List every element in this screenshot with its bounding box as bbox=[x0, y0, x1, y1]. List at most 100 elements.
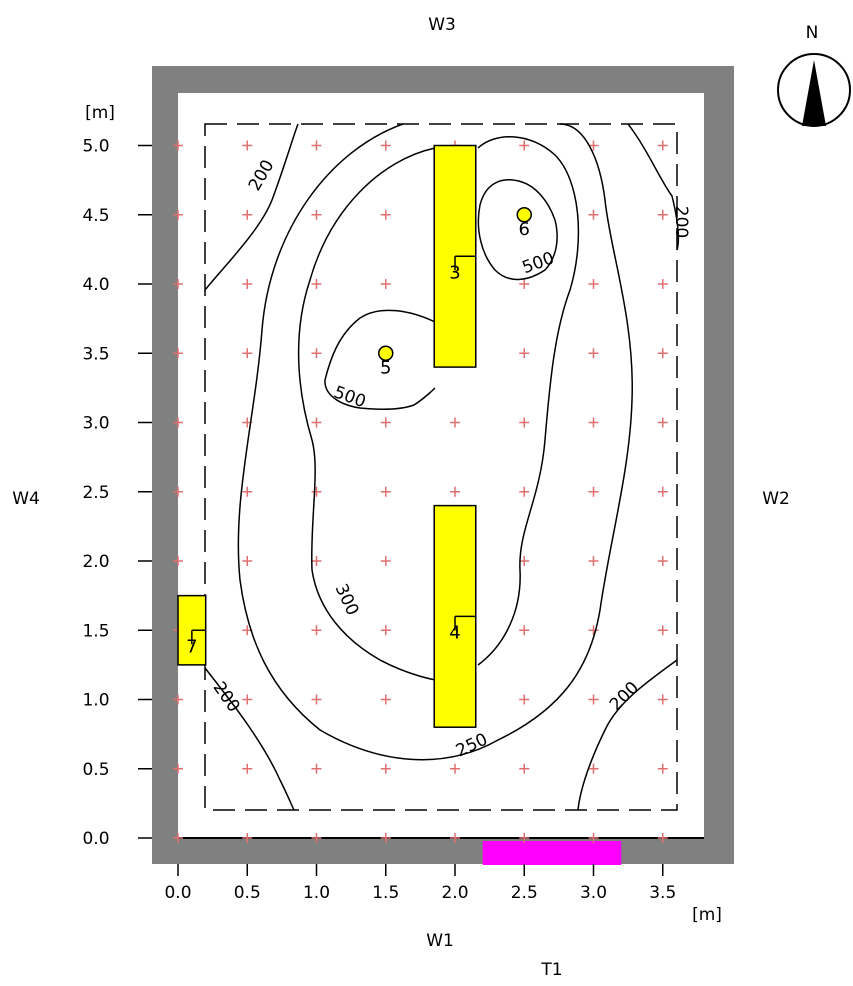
grid-marker bbox=[588, 763, 599, 774]
y-tick-label: 4.5 bbox=[82, 206, 109, 226]
grid-marker bbox=[519, 279, 530, 289]
grid-marker bbox=[380, 417, 391, 428]
grid-marker bbox=[519, 348, 530, 359]
y-tick-label: 0.5 bbox=[82, 760, 109, 780]
contour-200-top-right bbox=[627, 123, 680, 251]
contour-500-left bbox=[324, 309, 436, 410]
grid-marker bbox=[380, 556, 391, 566]
grid-marker bbox=[519, 556, 530, 566]
grid-marker bbox=[657, 348, 668, 359]
contour-500-right bbox=[477, 179, 558, 281]
grid-marker bbox=[311, 763, 322, 774]
luminaire-label: 7 bbox=[186, 636, 197, 657]
grid-marker bbox=[380, 833, 391, 843]
grid-marker bbox=[173, 209, 183, 220]
grid-marker bbox=[242, 763, 253, 774]
grid-marker bbox=[657, 763, 668, 774]
grid-marker bbox=[380, 486, 391, 497]
grid-marker bbox=[657, 417, 668, 428]
spot-label: 6 bbox=[519, 219, 530, 240]
grid-marker bbox=[311, 209, 322, 220]
grid-marker bbox=[588, 209, 599, 220]
grid-marker bbox=[450, 417, 460, 428]
grid-marker bbox=[173, 348, 183, 359]
spot-label: 5 bbox=[380, 357, 391, 378]
grid-marker bbox=[242, 140, 253, 151]
grid-marker bbox=[588, 279, 599, 289]
x-tick-label: 0.5 bbox=[234, 883, 261, 903]
grid-marker bbox=[450, 833, 460, 843]
grid-marker bbox=[519, 625, 530, 636]
contour-300 bbox=[297, 136, 580, 681]
grid-marker bbox=[242, 833, 253, 843]
grid-marker bbox=[173, 694, 183, 705]
grid-marker bbox=[588, 694, 599, 705]
grid-marker bbox=[173, 486, 183, 497]
wall-label-bottom: W1 bbox=[426, 931, 454, 951]
grid-marker bbox=[519, 140, 530, 151]
compass-label: N bbox=[806, 23, 819, 43]
grid-marker bbox=[588, 348, 599, 359]
y-tick-label: 2.5 bbox=[82, 483, 109, 503]
grid-marker bbox=[519, 417, 530, 428]
grid-marker bbox=[311, 625, 322, 636]
grid-marker bbox=[519, 833, 530, 843]
grid-marker bbox=[311, 486, 322, 497]
grid-marker bbox=[380, 209, 391, 220]
luminaires: 3 4 7 5 6 bbox=[177, 144, 532, 728]
grid-marker bbox=[657, 279, 668, 289]
contour-label: 200 bbox=[671, 206, 691, 238]
grid-marker bbox=[242, 556, 253, 566]
grid-marker bbox=[173, 279, 183, 289]
grid-marker bbox=[380, 625, 391, 636]
grid-marker bbox=[450, 763, 460, 774]
grid-marker bbox=[519, 486, 530, 497]
y-tick-label: 0.0 bbox=[82, 829, 109, 849]
grid-marker bbox=[657, 209, 668, 220]
grid-marker bbox=[311, 348, 322, 359]
grid-marker bbox=[519, 763, 530, 774]
grid-marker bbox=[242, 209, 253, 220]
grid-marker bbox=[657, 833, 668, 843]
grid-marker bbox=[380, 763, 391, 774]
y-tick-label: 5.0 bbox=[82, 137, 109, 157]
grid-marker bbox=[380, 140, 391, 151]
grid-marker bbox=[657, 556, 668, 566]
contour-250 bbox=[237, 123, 633, 761]
grid-marker bbox=[657, 625, 668, 636]
grid-marker bbox=[173, 763, 183, 774]
y-tick-label: 4.0 bbox=[82, 275, 109, 295]
x-tick-label: 3.5 bbox=[649, 883, 676, 903]
grid-marker bbox=[588, 833, 599, 843]
x-tick-label: 2.0 bbox=[441, 883, 468, 903]
x-tick-label: 1.0 bbox=[303, 883, 330, 903]
spot-5 bbox=[378, 345, 394, 361]
grid-marker bbox=[657, 486, 668, 497]
grid-marker bbox=[588, 140, 599, 151]
contour-200-bottom-right bbox=[577, 659, 678, 811]
y-tick-label: 2.0 bbox=[82, 552, 109, 572]
grid-marker bbox=[588, 556, 599, 566]
y-tick-label: 1.0 bbox=[82, 691, 109, 711]
grid-marker bbox=[311, 279, 322, 289]
y-tick-label: 3.5 bbox=[82, 344, 109, 364]
wall-label-right: W2 bbox=[762, 489, 790, 509]
grid-marker bbox=[311, 833, 322, 843]
x-axis-unit: [m] bbox=[692, 905, 722, 925]
grid-marker bbox=[242, 279, 253, 289]
grid-marker bbox=[173, 833, 183, 843]
grid-marker bbox=[311, 417, 322, 428]
y-tick-label: 1.5 bbox=[82, 621, 109, 641]
grid-marker bbox=[242, 348, 253, 359]
door-opening bbox=[482, 841, 622, 865]
grid-marker bbox=[588, 625, 599, 636]
grid-marker bbox=[380, 279, 391, 289]
door-label: T1 bbox=[540, 960, 562, 980]
grid-marker bbox=[450, 486, 460, 497]
grid-marker bbox=[242, 486, 253, 497]
grid-marker bbox=[588, 417, 599, 428]
calculation-area bbox=[204, 123, 678, 811]
grid-marker bbox=[173, 417, 183, 428]
contour-200-bottom-left bbox=[204, 667, 295, 811]
